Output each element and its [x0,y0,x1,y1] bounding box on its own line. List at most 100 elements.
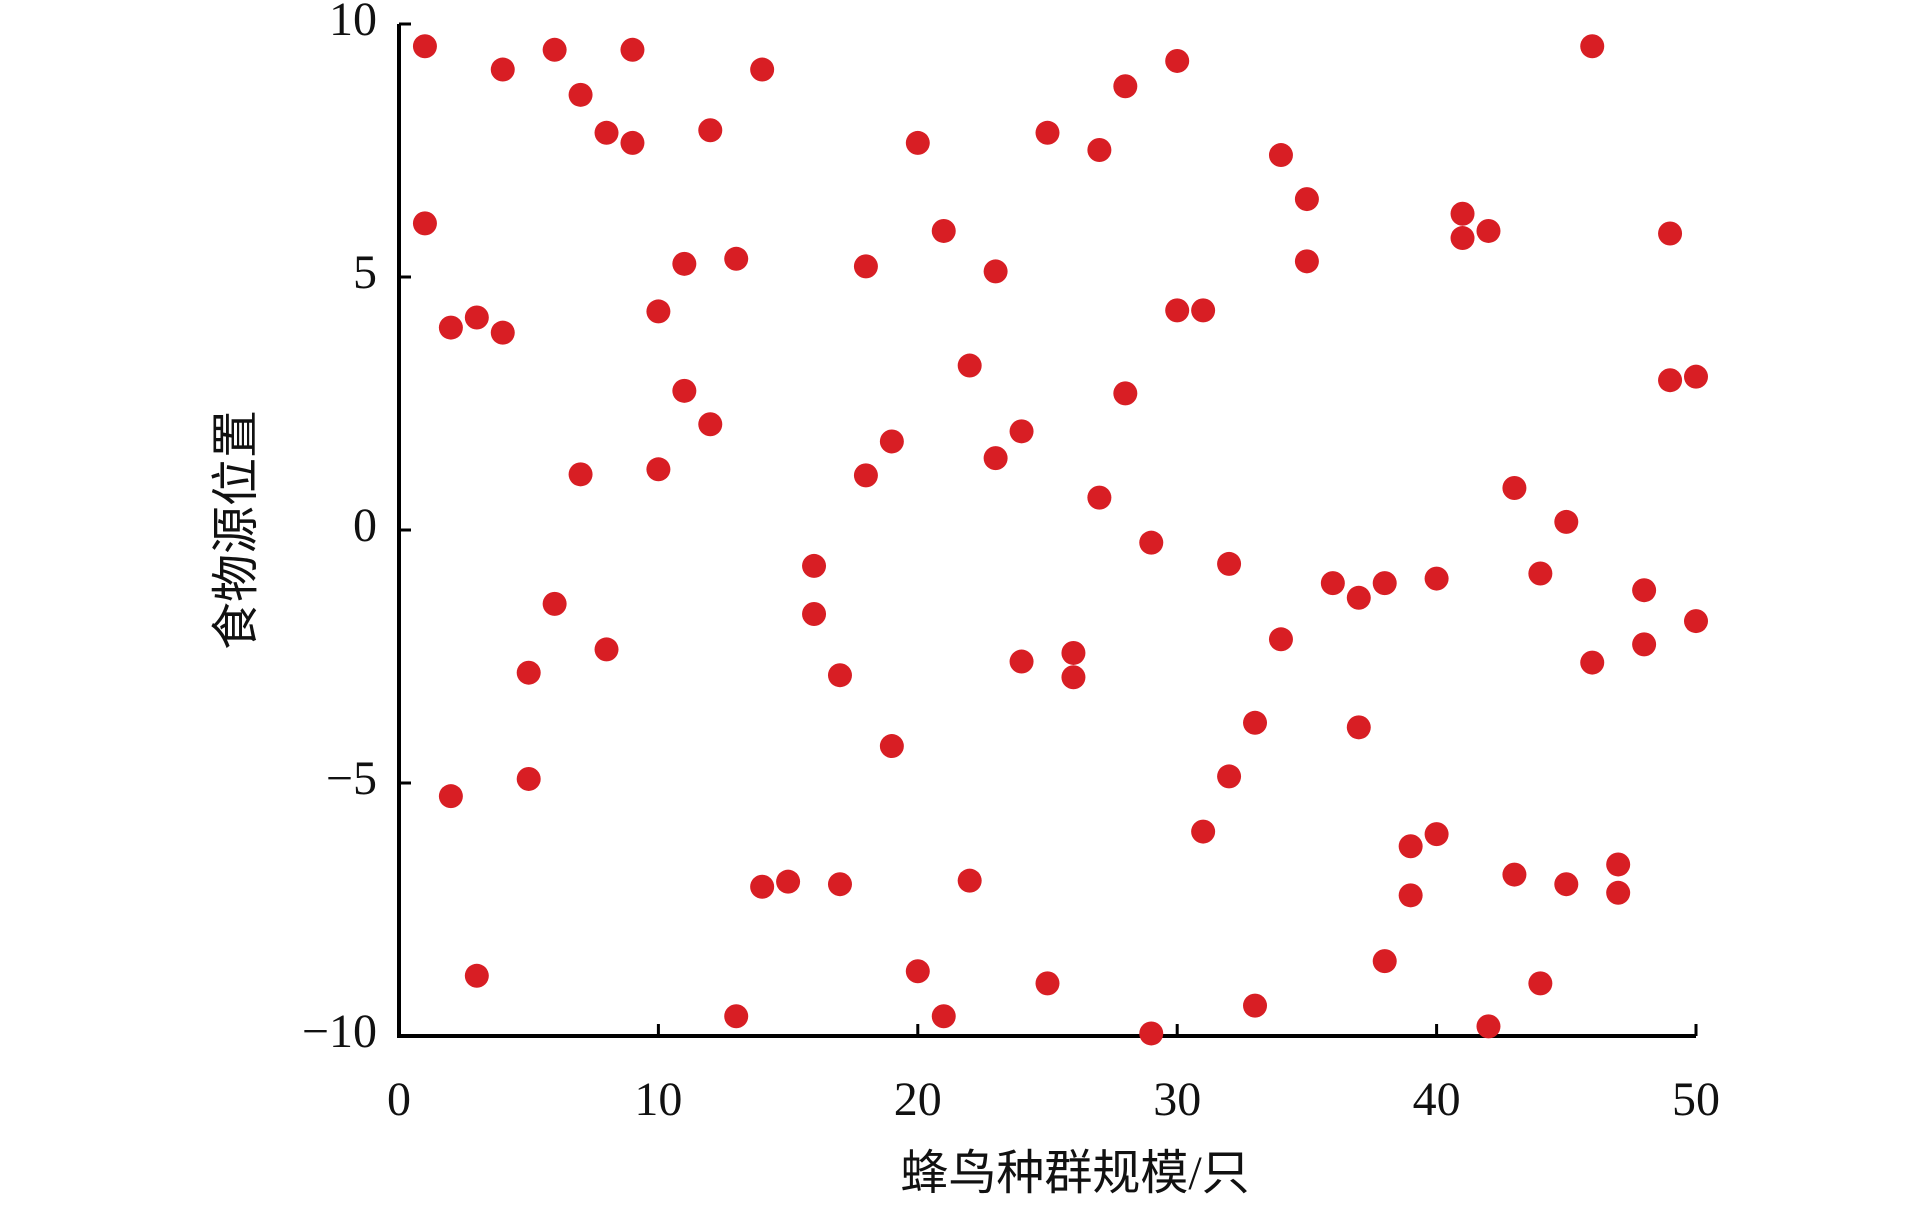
point [620,37,645,62]
point [1346,585,1371,610]
point [1580,34,1605,59]
point [698,118,723,143]
point [1554,509,1579,534]
point [1243,710,1268,735]
y-tick-label: −10 [302,1005,377,1058]
point [879,734,904,759]
point [1217,551,1242,576]
point [1243,993,1268,1018]
point [1009,419,1034,444]
point [1424,566,1449,591]
point [724,246,749,271]
point [750,874,775,899]
point [1658,221,1683,246]
point [1035,120,1060,145]
point [1294,187,1319,212]
y-tick-label: 10 [329,0,377,46]
point [1346,715,1371,740]
point [827,663,852,688]
point [853,463,878,488]
point [1372,571,1397,596]
x-tick-label: 30 [1153,1073,1201,1126]
point [620,130,645,155]
x-tick-label: 20 [894,1073,942,1126]
point [1372,949,1397,974]
point [412,34,437,59]
point [542,591,567,616]
point [1087,137,1112,162]
point [1476,218,1501,243]
point [1139,1021,1164,1046]
point [1217,764,1242,789]
x-tick-label: 0 [387,1073,411,1126]
point [1398,883,1423,908]
point [698,412,723,437]
x-tick-label: 50 [1672,1073,1720,1126]
point [1035,971,1060,996]
point [827,872,852,897]
y-axis-label: 食物源位置 [210,410,263,650]
point [1684,609,1708,634]
point [1268,627,1293,652]
point [490,57,515,82]
point [1139,530,1164,555]
point [1424,822,1449,847]
point [1320,571,1345,596]
point [646,299,671,324]
point [802,553,827,578]
point [1113,74,1138,99]
point [1268,143,1293,168]
point [853,254,878,279]
point [1606,852,1631,877]
point [1528,561,1553,586]
x-axis-label: 蜂鸟种群规模/只 [900,1147,1249,1200]
point [802,601,827,626]
point [1502,476,1527,501]
point [568,462,593,487]
x-tick-label: 10 [634,1073,682,1126]
y-tick-label: −5 [326,752,377,805]
point [1113,381,1138,406]
point [1191,298,1216,323]
point [931,1004,956,1029]
point [1632,578,1657,603]
point [1554,872,1579,897]
point [1528,971,1553,996]
point [983,259,1008,284]
point [1061,640,1086,665]
point [879,429,904,454]
point [438,784,463,809]
point [1191,819,1216,844]
point [542,37,567,62]
point [724,1004,749,1029]
point [905,959,930,984]
point [412,211,437,236]
point [931,218,956,243]
point [516,766,541,791]
point [1398,834,1423,859]
point [438,315,463,340]
point [1632,632,1657,657]
point [516,660,541,685]
point [672,251,697,276]
point [1450,226,1475,251]
point [594,120,619,145]
x-tick-label: 40 [1413,1073,1461,1126]
point [983,446,1008,471]
point [1450,201,1475,226]
point [1061,665,1086,690]
point [464,963,489,988]
y-tick-label: 5 [353,246,377,299]
point [490,320,515,345]
point [594,637,619,662]
point [750,57,775,82]
point [1684,364,1708,389]
point [1580,650,1605,675]
point [1009,649,1034,674]
point [905,130,930,155]
point [464,305,489,330]
point [568,82,593,107]
point [646,457,671,482]
point [1658,368,1683,393]
